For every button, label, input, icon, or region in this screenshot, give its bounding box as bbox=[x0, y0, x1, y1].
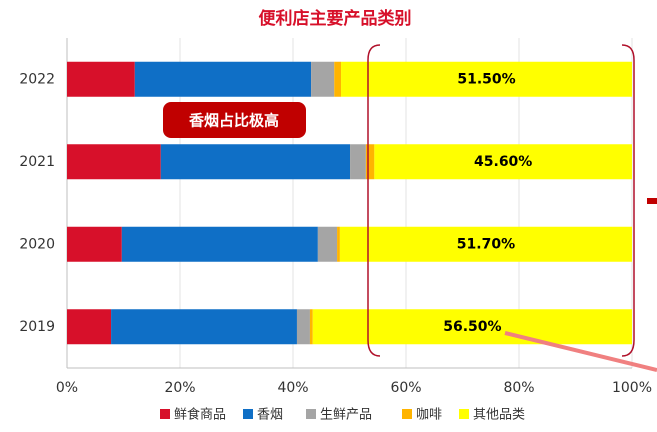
chart-title: 便利店主要产品类别 bbox=[259, 8, 412, 29]
legend-label: 其他品类 bbox=[473, 408, 525, 423]
legend-swatch bbox=[160, 409, 170, 419]
marker bbox=[647, 198, 657, 204]
bar-segment bbox=[311, 61, 335, 97]
bar-segment bbox=[339, 226, 632, 262]
legend-label: 咖啡 bbox=[416, 408, 442, 423]
bar-segment bbox=[350, 144, 366, 180]
bar-segment bbox=[374, 144, 632, 180]
bar-segment bbox=[334, 61, 342, 97]
bar-segment bbox=[365, 144, 375, 180]
value-label: 56.50% bbox=[443, 319, 501, 335]
bar-segment bbox=[296, 309, 310, 345]
legend-label: 鲜食商品 bbox=[174, 407, 226, 423]
legend-swatch bbox=[243, 409, 253, 419]
x-tick-label: 20% bbox=[164, 380, 195, 396]
bar-segment bbox=[317, 226, 338, 262]
bracket-right bbox=[621, 44, 635, 357]
bar-segment bbox=[309, 309, 313, 345]
x-tick-label: 100% bbox=[612, 380, 652, 396]
y-tick-label: 2022 bbox=[19, 71, 55, 87]
x-tick-label: 60% bbox=[390, 380, 421, 396]
pointer-line bbox=[504, 331, 657, 372]
bar-segment bbox=[67, 144, 161, 180]
value-label: 51.70% bbox=[457, 236, 515, 252]
bar-segment bbox=[111, 309, 297, 345]
legend-label: 香烟 bbox=[257, 408, 283, 423]
bar-segment bbox=[67, 309, 112, 345]
bar-segment bbox=[67, 226, 122, 262]
x-tick-label: 40% bbox=[277, 380, 308, 396]
x-tick-label: 80% bbox=[503, 380, 534, 396]
bar-segment bbox=[337, 226, 340, 262]
legend-label: 生鲜产品 bbox=[320, 408, 372, 423]
y-tick-label: 2021 bbox=[19, 154, 55, 170]
y-tick-label: 2019 bbox=[19, 319, 55, 335]
bar-segment bbox=[121, 226, 318, 262]
bar-segment bbox=[312, 309, 632, 345]
bar-segment bbox=[67, 61, 135, 97]
bracket-left bbox=[367, 44, 381, 357]
legend-swatch bbox=[402, 409, 412, 419]
annotation-box bbox=[163, 102, 306, 138]
annotation: 香烟占比极高 bbox=[189, 112, 279, 130]
bar-segment bbox=[160, 144, 351, 180]
legend-swatch bbox=[459, 409, 469, 419]
legend-swatch bbox=[306, 409, 316, 419]
bar-segment bbox=[341, 61, 632, 97]
value-label: 45.60% bbox=[474, 154, 532, 170]
value-label: 51.50% bbox=[457, 71, 515, 87]
x-tick-label: 0% bbox=[56, 380, 78, 396]
y-tick-label: 2020 bbox=[19, 236, 55, 252]
bar-segment bbox=[134, 61, 312, 97]
